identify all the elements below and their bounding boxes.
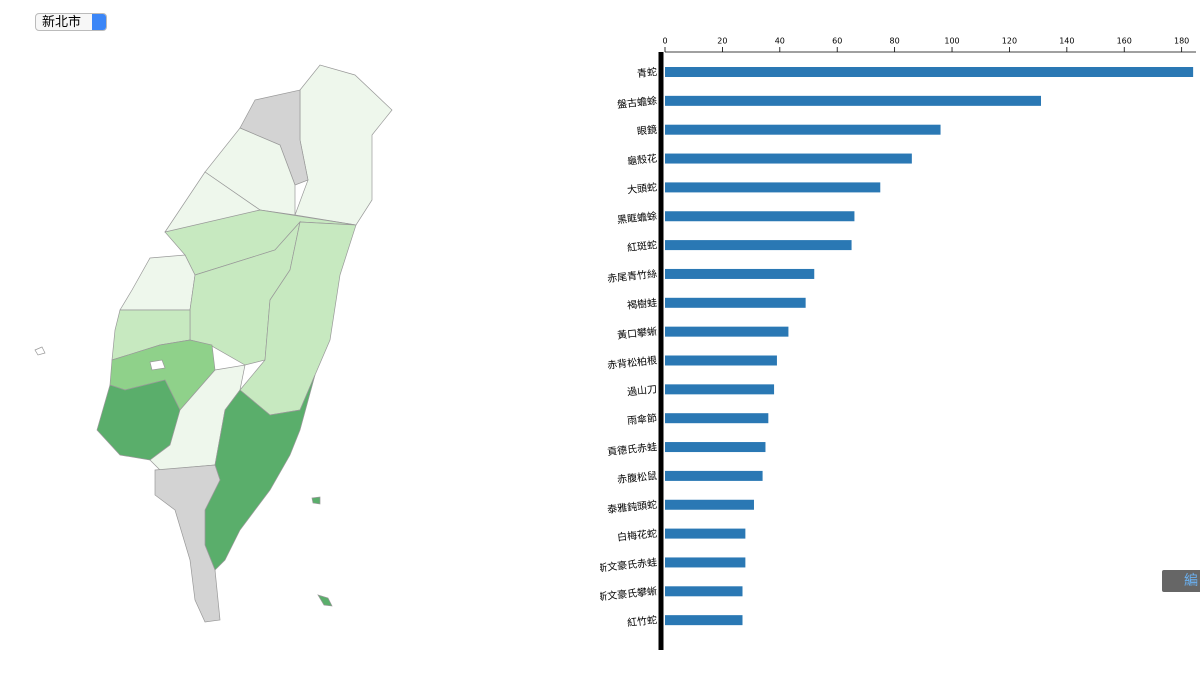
y-tick-label: 赤尾青竹絲 <box>607 267 658 285</box>
x-tick-label: 60 <box>832 37 842 46</box>
bar <box>665 67 1194 77</box>
x-tick-label: 180 <box>1174 37 1189 46</box>
x-tick-label: 0 <box>662 37 667 46</box>
y-tick-label: 赤腹松鼠 <box>616 469 657 486</box>
x-tick-label: 20 <box>717 37 727 46</box>
y-tick-label: 龜殼花 <box>626 152 657 168</box>
select-arrow[interactable] <box>92 14 106 30</box>
chart: 0 20 40 60 80 100 120 140 160 180 青蛇盤古蟾蜍眼鏡龜殼花大頭蛇黑眶… <box>600 37 1196 650</box>
bar <box>665 240 852 251</box>
bar <box>665 528 746 539</box>
bar <box>665 470 763 481</box>
x-tick-label: 120 <box>1002 37 1017 46</box>
y-tick-label: 赤背松柏根 <box>607 354 658 372</box>
bar <box>665 586 743 597</box>
bar <box>665 211 855 222</box>
island <box>311 496 321 505</box>
bar <box>665 268 815 279</box>
bar <box>665 153 912 164</box>
bar <box>665 384 775 395</box>
region[interactable] <box>154 464 221 623</box>
y-tick-label: 斯文豪氏赤蛙 <box>600 555 658 574</box>
island <box>149 359 166 371</box>
x-tick-label: 80 <box>890 37 900 46</box>
island <box>317 594 333 607</box>
island <box>34 346 46 356</box>
y-tick-label: 過山刀 <box>627 383 658 398</box>
y-tick-label: 黑眶蟾蜍 <box>616 209 657 226</box>
county-select[interactable]: 新北市 <box>35 13 107 31</box>
region[interactable] <box>119 254 196 311</box>
y-tick-label: 白梅花蛇 <box>616 527 657 544</box>
bar <box>665 557 746 568</box>
bar <box>665 355 777 366</box>
y-tick-label: 眼鏡 <box>636 123 657 138</box>
x-tick-label: 160 <box>1117 37 1132 46</box>
bar <box>665 95 1042 106</box>
bar <box>665 413 769 424</box>
y-tick-label: 泰雅鈍頭蛇 <box>607 498 658 516</box>
y-tick-label: 盤古蟾蜍 <box>616 94 657 111</box>
map <box>34 64 393 623</box>
bar <box>665 499 754 510</box>
y-tick-label: 雨傘節 <box>626 411 657 427</box>
bar <box>665 182 881 193</box>
x-tick-label: 140 <box>1059 37 1074 46</box>
x-tick-label: 40 <box>775 37 785 46</box>
y-tick-label: 紅竹蛇 <box>626 613 657 629</box>
y-tick-label: 紅斑蛇 <box>626 238 657 254</box>
y-tick-label: 黃口攀蜥 <box>616 325 657 342</box>
x-tick-label: 100 <box>944 37 959 46</box>
bar <box>665 326 789 337</box>
bar <box>665 297 806 308</box>
y-tick-label: 貢德氏赤蛙 <box>607 440 658 458</box>
edit-label: 編 <box>1184 573 1198 589</box>
selected-county: 新北市 <box>42 15 82 30</box>
y-tick-label: 褐樹蛙 <box>626 296 657 312</box>
edit-button[interactable]: 編 <box>1162 570 1200 592</box>
bar <box>665 124 941 135</box>
y-tick-label: 大頭蛇 <box>626 180 657 196</box>
y-tick-label: 斯文豪氏攀蜥 <box>600 584 658 603</box>
region[interactable] <box>294 64 393 226</box>
y-tick-label: 青蛇 <box>636 65 657 80</box>
bar <box>665 442 766 453</box>
bar <box>665 615 743 626</box>
